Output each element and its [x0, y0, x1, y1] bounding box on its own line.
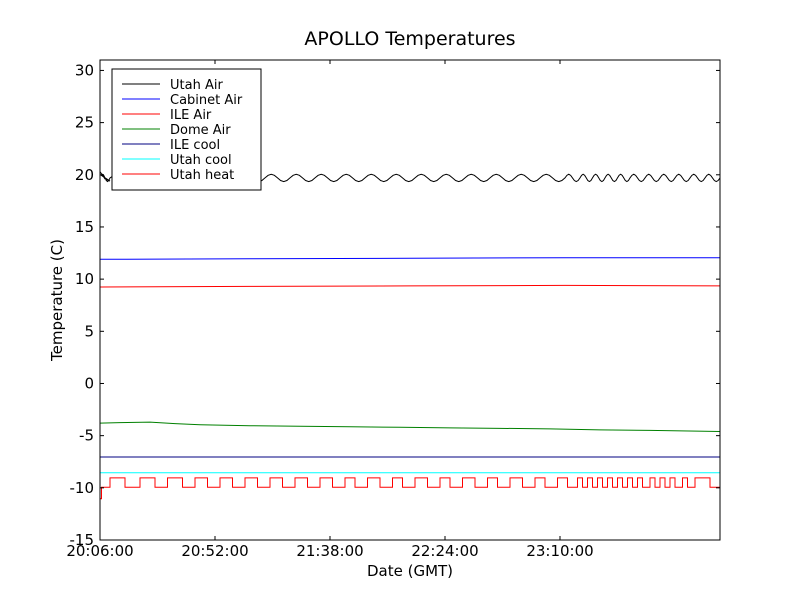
x-tick-label: 20:06:00: [66, 542, 133, 560]
legend-label-ile-air: ILE Air: [170, 108, 212, 123]
legend-label-cabinet-air: Cabinet Air: [170, 93, 243, 108]
y-tick-label: 10: [75, 270, 94, 288]
plot-frame: [99, 59, 721, 541]
y-tick-label: 15: [75, 218, 94, 236]
y-tick-label: 20: [75, 166, 94, 184]
series-line-ile-air: [99, 284, 721, 288]
series-line-utah-heat: [100, 477, 720, 500]
y-tick-label: 30: [75, 61, 94, 79]
x-tick-label: 22:24:00: [411, 542, 478, 560]
x-tick-label: 23:10:00: [526, 542, 593, 560]
y-tick-label: 0: [84, 374, 94, 392]
y-tick-label: 5: [84, 322, 94, 340]
series-line-cabinet-air: [99, 257, 720, 260]
ticks-layer: -15 -10 -5 0 5 10 15 20 25 30 20:06:00 20:52:00 21:3…: [66, 60, 720, 560]
legend-label-ile-cool: ILE cool: [170, 138, 220, 153]
y-tick-label: -10: [70, 479, 95, 497]
x-tick-label: 21:38:00: [296, 542, 363, 560]
y-tick-label: 25: [75, 114, 94, 132]
series-line-dome-air: [99, 421, 721, 432]
y-tick-label: -5: [79, 427, 94, 445]
y-tick-label: -15: [70, 531, 95, 549]
x-tick-label: 20:52:00: [181, 542, 248, 560]
chart-title: APOLLO Temperatures: [304, 28, 515, 50]
legend-label-utah-air: Utah Air: [170, 78, 223, 93]
legend-label-utah-cool: Utah cool: [170, 153, 232, 168]
x-axis-label: Date (GMT): [367, 562, 453, 580]
legend-label-dome-air: Dome Air: [170, 123, 231, 138]
y-axis-label: Temperature (C): [48, 239, 66, 362]
legend-label-utah-heat: Utah heat: [170, 168, 234, 183]
